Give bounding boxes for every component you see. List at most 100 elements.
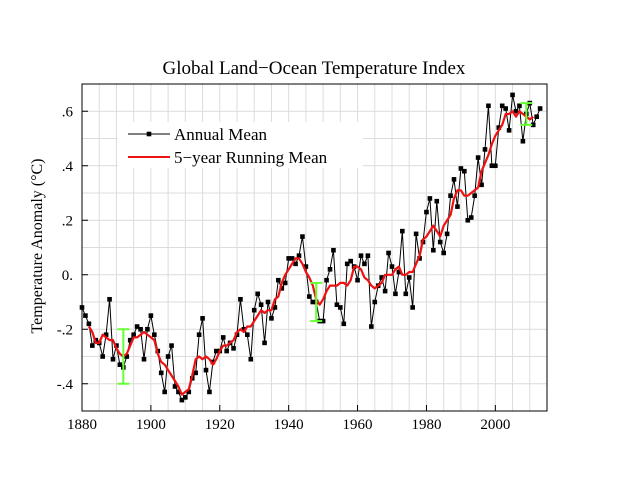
annual-mean-point [90,343,95,348]
annual-mean-point [382,288,388,294]
annual-mean-point [396,269,402,275]
annual-mean-point [303,264,309,269]
chart-title: Global Land−Ocean Temperature Index [163,58,466,79]
annual-mean-point [327,267,333,272]
annual-mean-point [427,196,433,201]
annual-mean-point [282,280,288,286]
series-layer [79,92,543,403]
annual-mean-point [362,261,367,267]
annual-mean-point [276,277,281,283]
annual-mean-point [479,182,484,188]
annual-mean-point [169,343,174,348]
annual-mean-point [503,106,508,111]
x-tick-label: 1960 [343,417,373,433]
annual-mean-point [468,215,474,220]
annual-mean-point [475,155,481,160]
legend-background [118,122,363,168]
legend-annual-label: Annual Mean [174,125,268,144]
annual-mean-point [100,354,105,359]
annual-mean-point [255,291,260,297]
annual-mean-point [472,193,477,199]
annual-mean-point [83,313,88,318]
annual-mean-point [110,356,116,362]
annual-mean-point [127,337,133,343]
annual-mean-point [358,253,364,258]
annual-mean-point [451,177,457,182]
annual-mean-point [148,313,154,318]
annual-mean-point [506,128,512,133]
annual-mean-point [296,253,302,258]
annual-mean-point [537,106,543,111]
annual-mean-point [152,332,157,337]
annual-mean-point [431,247,436,253]
annual-mean-point [107,296,112,302]
annual-mean-point [193,370,198,376]
annual-mean-point [437,239,443,245]
annual-mean-point [117,362,123,367]
annual-mean-point [162,389,167,395]
annual-mean-point [331,247,336,253]
y-tick-label: -.4 [57,377,74,393]
annual-mean-point [403,291,409,297]
annual-mean-point [310,299,316,305]
uncertainty-bar [520,102,533,126]
annual-mean-point [196,332,202,337]
annual-mean-point [145,326,150,332]
annual-mean-point [248,356,254,362]
annual-mean-point [455,204,460,209]
annual-mean-point [413,231,419,237]
annual-mean-point [320,318,326,324]
annual-mean-point [434,198,440,204]
annual-mean-point [86,321,92,327]
y-tick-label: 0. [62,268,73,284]
annual-mean-point [224,348,229,354]
axis-ticks: 1880 1900 1920 1940 1960 1980 2000 -.4 -.2 0. .2 .4… [57,104,511,433]
annual-mean-point [158,370,164,376]
annual-mean-point [400,228,405,234]
annual-mean-point [269,316,274,321]
annual-mean-point [489,163,495,169]
annual-mean-point [324,277,329,283]
annual-mean-point [444,231,450,237]
annual-mean-point [124,354,130,359]
annual-mean-point [172,384,178,389]
annual-mean-point [338,305,343,310]
annual-mean-point [186,389,192,395]
annual-mean-point [365,253,371,258]
annual-mean-point [176,389,181,395]
annual-mean-point [441,250,446,256]
uncertainty-bar [310,281,323,323]
annual-mean-point [131,332,136,337]
annual-mean-point [372,299,378,305]
annual-mean-point [448,193,453,199]
y-tick-label: .2 [62,213,73,229]
annual-mean-point [265,299,271,305]
annual-mean-point [344,261,350,267]
legend-annual-marker [146,131,152,137]
legend: Annual Mean 5−year Running Mean [118,122,363,168]
legend-running-label: 5−year Running Mean [174,148,328,167]
annual-mean-point [499,103,505,109]
y-axis-label: Temperature Anomaly (°C) [29,159,46,334]
annual-mean-point [231,346,236,351]
annual-mean-point [220,335,226,340]
annual-mean-point [406,275,412,280]
annual-mean-point [393,291,398,297]
annual-mean-point [251,307,257,313]
annual-mean-point [520,138,526,144]
annual-mean-point [300,234,305,239]
annual-mean-point [134,324,140,329]
annual-mean-point [258,302,264,308]
x-tick-label: 1880 [67,417,97,433]
annual-mean-point [241,326,247,332]
x-tick-label: 1920 [205,417,235,433]
annual-mean-point [307,294,312,299]
annual-mean-point [138,326,143,332]
annual-mean-point [179,397,185,403]
annual-mean-point [510,92,515,98]
annual-mean-point [496,125,502,130]
x-tick-label: 1900 [136,417,166,433]
annual-mean-point [341,321,347,327]
y-tick-label: .4 [62,159,74,175]
